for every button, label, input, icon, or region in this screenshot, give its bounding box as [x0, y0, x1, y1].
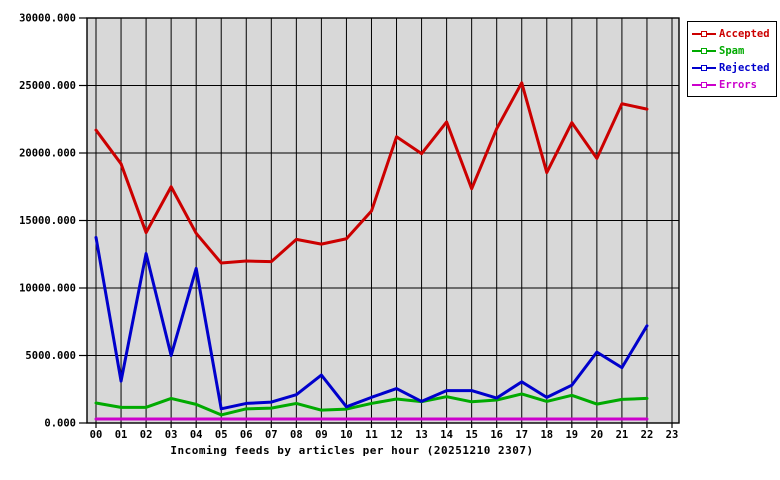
x-tick-label: 10	[340, 429, 353, 441]
y-tick-label: 30000.000	[19, 13, 76, 25]
plot-border	[86, 17, 680, 424]
y-tick-label: 0.000	[44, 418, 76, 430]
y-tick-label: 10000.000	[19, 283, 76, 295]
x-tick-label: 08	[290, 429, 303, 441]
x-tick-label: 20	[591, 429, 604, 441]
x-tick-label: 21	[616, 429, 629, 441]
x-tick-label: 22	[641, 429, 654, 441]
x-tick-label: 13	[415, 429, 428, 441]
series-line-spam	[94, 392, 649, 417]
legend-label-spam: Spam	[719, 44, 745, 57]
x-tick-label: 06	[240, 429, 253, 441]
x-tick-label: 15	[465, 429, 478, 441]
x-tick-label: 05	[215, 429, 228, 441]
chart-title: Incoming feeds by articles per hour (202…	[170, 444, 534, 457]
y-tick-label: 20000.000	[19, 148, 76, 160]
legend-label-accepted: Accepted	[719, 27, 770, 40]
y-tick-label: 25000.000	[19, 80, 76, 92]
x-tick-label: 16	[490, 429, 503, 441]
x-tick-label: 18	[540, 429, 553, 441]
x-tick-label: 00	[90, 429, 103, 441]
x-tick-label: 07	[265, 429, 278, 441]
x-tick-label: 02	[140, 429, 153, 441]
x-tick-label: 03	[165, 429, 178, 441]
legend-label-errors: Errors	[719, 78, 757, 91]
x-tick-label: 23	[666, 429, 679, 441]
x-tick-label: 12	[390, 429, 403, 441]
x-tick-label: 04	[190, 429, 203, 441]
x-tick-label: 09	[315, 429, 328, 441]
x-tick-label: 19	[565, 429, 578, 441]
rejected-line-marker-icon	[692, 63, 716, 72]
errors-line-marker-icon	[692, 80, 716, 89]
series-line-accepted	[94, 81, 649, 265]
legend-item-accepted: Accepted	[688, 26, 776, 41]
series-line-rejected	[94, 235, 649, 411]
legend-item-errors: Errors	[688, 77, 776, 92]
y-tick-label: 5000.000	[25, 350, 76, 362]
x-tick-label: 01	[115, 429, 128, 441]
legend-item-rejected: Rejected	[688, 60, 776, 75]
x-tick-label: 17	[515, 429, 528, 441]
y-tick-label: 15000.000	[19, 215, 76, 227]
accepted-line-marker-icon	[692, 29, 716, 38]
legend: Accepted Spam Rejected Errors	[687, 21, 777, 97]
legend-label-rejected: Rejected	[719, 61, 770, 74]
legend-item-spam: Spam	[688, 43, 776, 58]
x-tick-label: 14	[440, 429, 453, 441]
x-tick-label: 11	[365, 429, 378, 441]
spam-line-marker-icon	[692, 46, 716, 55]
